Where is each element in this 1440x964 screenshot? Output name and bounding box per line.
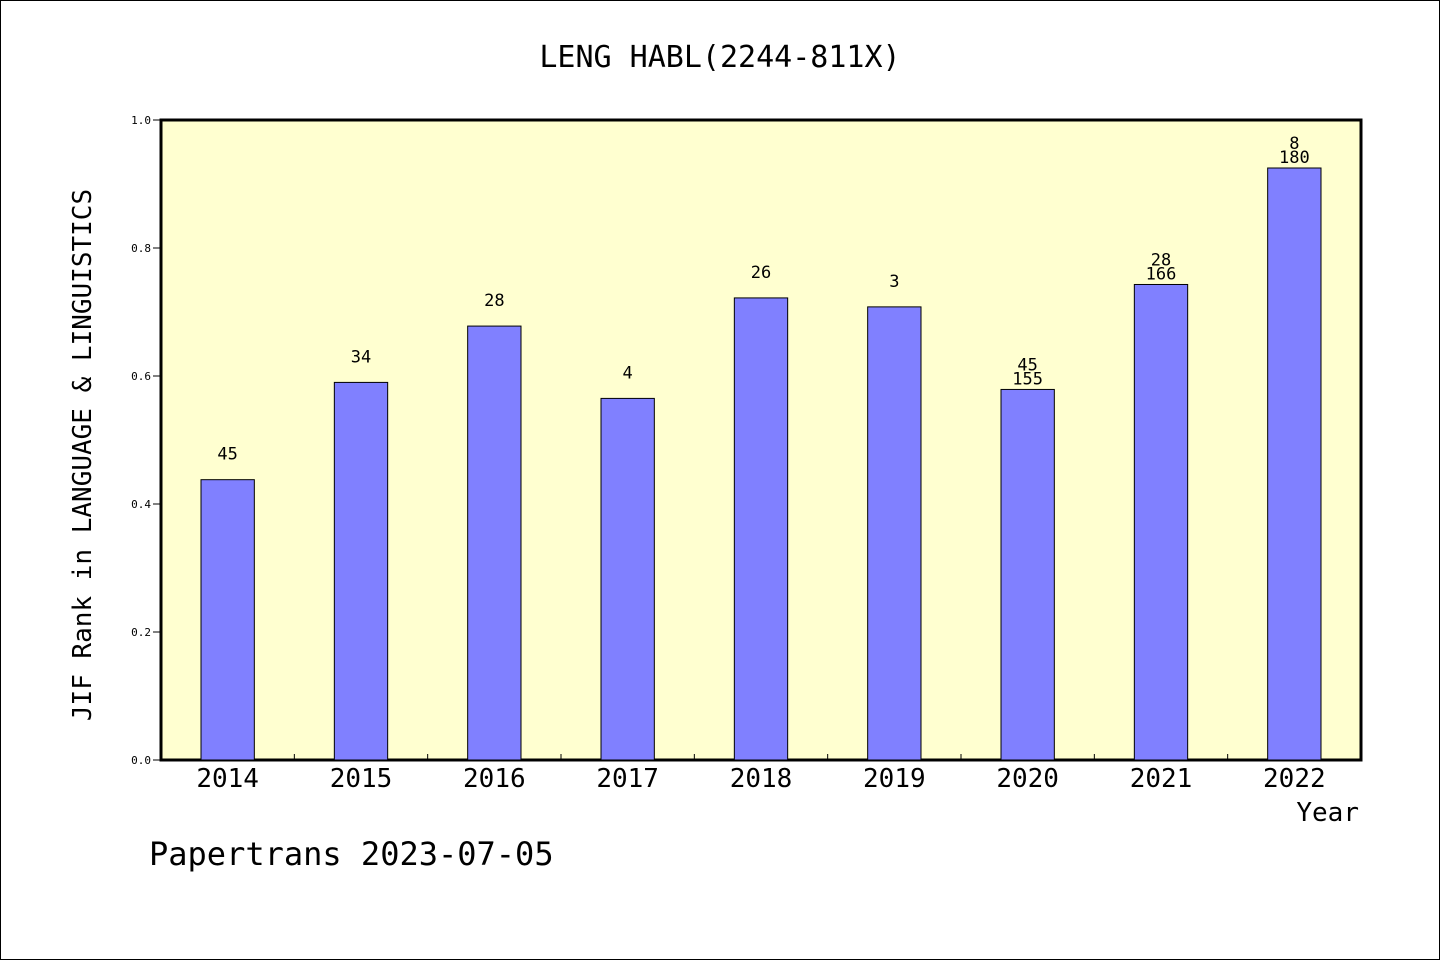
x-tick-label: 2016 [463,764,526,794]
bar-2016 [467,325,522,761]
data-label: 28 [484,291,504,311]
data-label: 155 [1012,369,1043,389]
data-label: 3 [889,272,899,292]
data-label: 4 [623,363,633,383]
bar-2017 [600,397,655,761]
x-tick-label: 2017 [596,764,659,794]
data-label: 26 [751,263,771,283]
y-tick-label: 0.8 [131,242,151,255]
footer-text: Papertrans 2023-07-05 [149,835,554,873]
data-label: 34 [351,347,371,367]
y-tick-label: 0.2 [131,626,151,639]
data-label: 166 [1146,264,1177,284]
y-tick-label: 0.4 [131,498,151,511]
bar-2021 [1133,283,1189,761]
x-tick-label: 2021 [1130,764,1193,794]
bar-2015 [333,381,389,761]
x-tick-label: 2019 [863,764,926,794]
x-tick-label: 2015 [330,764,393,794]
x-tick-label: 2018 [730,764,793,794]
chart-title: LENG HABL(2244-811X) [539,40,900,75]
bar-2020 [1000,388,1055,761]
y-axis-label: JIF Rank in LANGUAGE & LINGUISTICS [68,189,98,721]
bar-2019 [867,306,922,761]
y-tick-label: 0.0 [131,754,151,767]
x-tick-label: 2014 [196,764,259,794]
x-tick-label: 2020 [996,764,1059,794]
bar-2018 [733,297,789,761]
x-axis-label: Year [1296,798,1359,828]
bar-2022 [1267,167,1322,761]
x-tick-label: 2022 [1263,764,1326,794]
data-label: 8 [1289,134,1299,154]
bar-2014 [200,479,255,761]
x-axis: 2014 2015 2016 2017 2018 2019 2020 2021 2022 [196,754,1326,794]
data-label: 28 [1151,250,1171,270]
y-tick-label: 1.0 [131,114,151,127]
y-axis: 0.0 0.2 0.4 0.6 0.8 1.0 [131,114,161,767]
data-label: 45 [1017,355,1037,375]
data-label: 45 [217,445,237,465]
data-label: 180 [1279,148,1310,168]
y-tick-label: 0.6 [131,370,151,383]
